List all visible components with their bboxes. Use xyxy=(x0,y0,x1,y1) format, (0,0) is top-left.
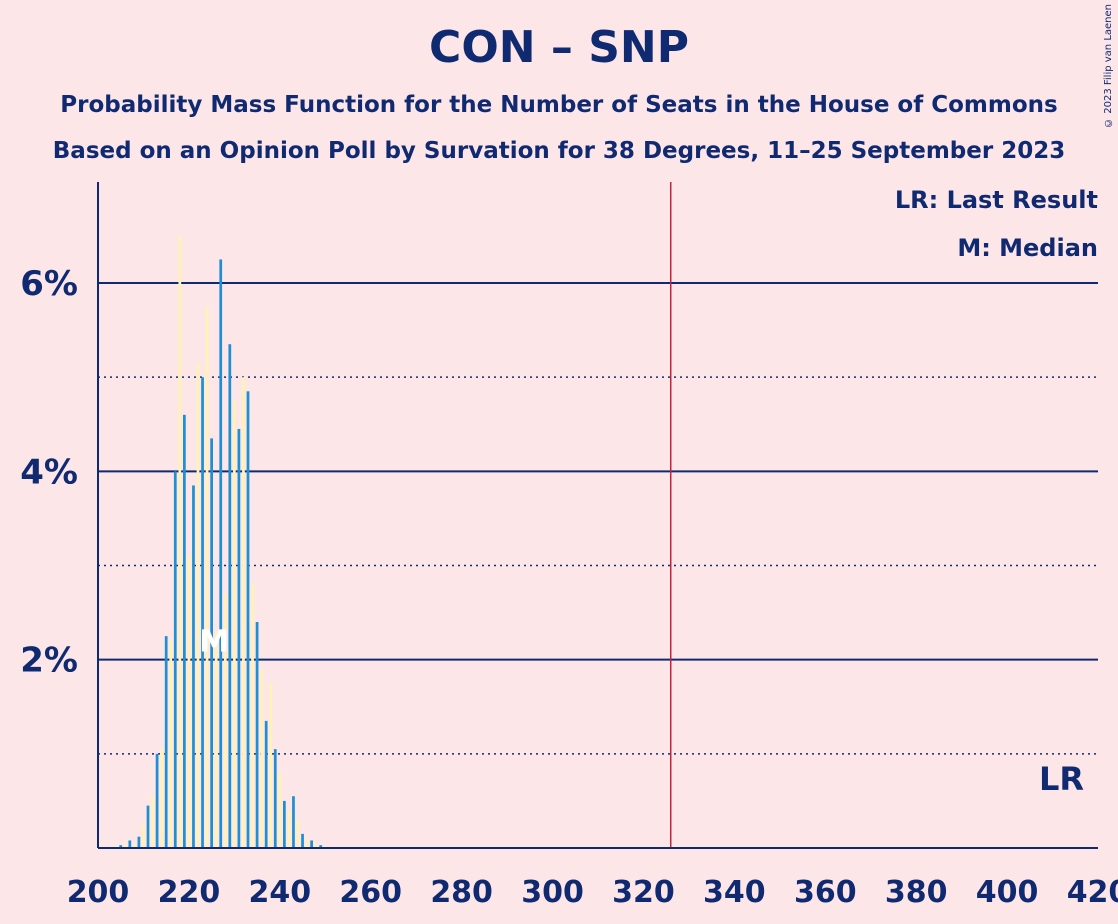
bar xyxy=(123,843,127,848)
bar xyxy=(164,636,168,848)
bar xyxy=(264,720,268,848)
bar xyxy=(219,259,223,848)
y-tick-label: 6% xyxy=(20,264,78,304)
bar xyxy=(287,810,291,848)
legend-last-result: LR: Last Result xyxy=(894,186,1098,214)
x-tick-label: 340 xyxy=(703,875,766,910)
bar xyxy=(151,796,154,848)
bar xyxy=(178,235,182,848)
bar xyxy=(269,683,273,848)
bar xyxy=(173,471,177,848)
bar xyxy=(187,556,191,848)
bar xyxy=(196,363,200,848)
x-tick-label: 420 xyxy=(1067,875,1118,910)
y-tick-label: 4% xyxy=(20,452,78,492)
bar xyxy=(137,836,141,848)
chart-subtitle: Probability Mass Function for the Number… xyxy=(60,92,1058,118)
bar xyxy=(260,669,263,848)
bar xyxy=(283,800,286,848)
x-tick-label: 380 xyxy=(885,875,948,910)
bar xyxy=(319,845,323,848)
bar xyxy=(142,824,145,848)
bar xyxy=(210,438,213,848)
bar xyxy=(237,428,241,848)
legend-median: M: Median xyxy=(957,234,1098,262)
x-tick-label: 240 xyxy=(249,875,312,910)
x-tick-label: 320 xyxy=(612,875,675,910)
bar xyxy=(301,833,304,848)
bar xyxy=(228,344,232,848)
bar xyxy=(146,805,150,848)
bar xyxy=(192,485,195,848)
bar xyxy=(296,819,300,848)
bar xyxy=(160,749,163,848)
bar xyxy=(233,400,236,848)
bar xyxy=(155,753,159,848)
chart-title: CON – SNP xyxy=(429,22,689,73)
bar xyxy=(242,377,245,848)
last-result-marker: LR xyxy=(1039,760,1084,798)
bar xyxy=(278,772,282,848)
x-tick-label: 300 xyxy=(521,875,584,910)
x-tick-label: 220 xyxy=(158,875,221,910)
bar xyxy=(292,796,295,848)
x-tick-label: 360 xyxy=(794,875,857,910)
bar xyxy=(223,593,227,848)
bar xyxy=(214,631,218,848)
x-tick-label: 400 xyxy=(976,875,1039,910)
bar xyxy=(255,622,259,848)
y-tick-label: 2% xyxy=(20,641,78,681)
bar xyxy=(128,840,132,848)
x-tick-label: 200 xyxy=(67,875,130,910)
bar xyxy=(169,640,173,848)
chart-subtitle-source: Based on an Opinion Poll by Survation fo… xyxy=(52,138,1066,164)
x-tick-label: 260 xyxy=(339,875,402,910)
bar xyxy=(246,391,250,848)
bar xyxy=(314,843,318,848)
bar xyxy=(119,845,123,848)
bar xyxy=(310,840,313,848)
bar xyxy=(205,306,209,849)
bar xyxy=(201,377,204,848)
bar xyxy=(133,843,136,848)
bar xyxy=(251,584,254,848)
bar xyxy=(273,749,277,848)
bar xyxy=(305,838,309,848)
x-tick-label: 280 xyxy=(430,875,493,910)
median-marker: M xyxy=(199,625,229,660)
bar xyxy=(183,414,186,848)
